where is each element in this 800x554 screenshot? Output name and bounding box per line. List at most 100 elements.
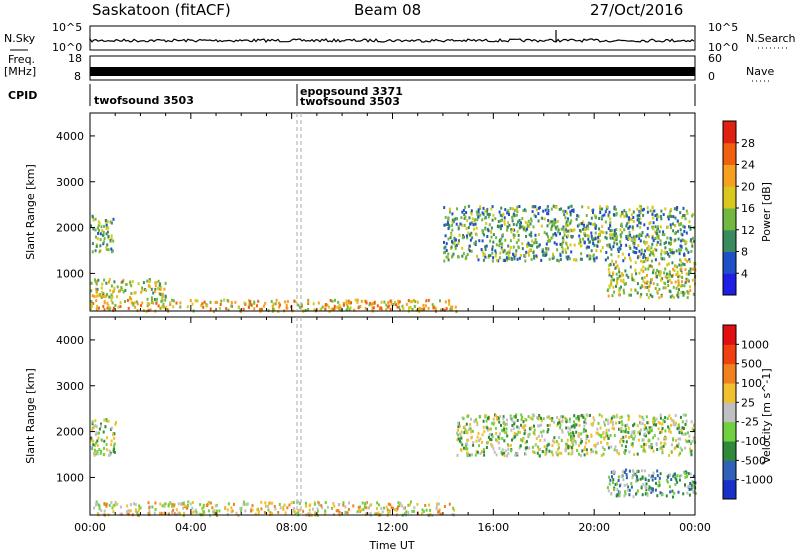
cell-r1 bbox=[161, 296, 164, 300]
cell-r3 bbox=[459, 222, 462, 226]
cell-r2 bbox=[546, 430, 549, 434]
cell-r2 bbox=[637, 438, 640, 442]
cell-r2 bbox=[478, 414, 481, 418]
cell-r0 bbox=[129, 503, 132, 507]
cell-r0 bbox=[136, 302, 139, 306]
cell-r4 bbox=[686, 290, 689, 293]
cell-r3 bbox=[470, 221, 473, 225]
xtick-label-2: 08:00 bbox=[276, 521, 308, 534]
cell-r1 bbox=[163, 287, 166, 291]
cell-r2 bbox=[628, 450, 631, 454]
cell-r3 bbox=[455, 222, 458, 226]
cell-r3 bbox=[644, 235, 647, 239]
cell-r0 bbox=[250, 509, 252, 513]
cell-r0 bbox=[260, 507, 263, 511]
cell-r3 bbox=[625, 468, 628, 472]
cell-r0 bbox=[162, 302, 165, 306]
cell-r4 bbox=[657, 272, 660, 276]
cell-r1 bbox=[95, 287, 98, 291]
cell-r3 bbox=[528, 253, 530, 257]
cell-r3 bbox=[520, 254, 523, 257]
ytick-label-3: 4000 bbox=[56, 334, 84, 347]
cell-r2 bbox=[618, 421, 621, 425]
cell-r3 bbox=[621, 224, 624, 228]
cell-r0 bbox=[332, 307, 335, 311]
cell-r3 bbox=[669, 473, 671, 477]
cell-r2 bbox=[467, 428, 470, 431]
cell-r3 bbox=[688, 225, 690, 229]
xtick-label-6: 00:00 bbox=[679, 521, 711, 534]
cell-r0 bbox=[209, 307, 212, 311]
cell-r4 bbox=[640, 268, 643, 272]
cell-r2 bbox=[519, 430, 521, 434]
cell-r2 bbox=[549, 423, 551, 427]
cell-r0 bbox=[383, 300, 386, 304]
cell-r4 bbox=[642, 269, 645, 273]
cell-r2 bbox=[532, 431, 535, 435]
cell-r2 bbox=[680, 429, 683, 433]
cell-r0 bbox=[411, 300, 414, 304]
cell-r2 bbox=[542, 417, 545, 421]
cell-r4 bbox=[610, 279, 613, 283]
cell-r3 bbox=[599, 211, 602, 214]
cell-r3 bbox=[529, 217, 532, 221]
cell-r3 bbox=[489, 229, 492, 233]
cell-r3 bbox=[453, 236, 456, 240]
cell-r2 bbox=[684, 439, 687, 443]
cell-r2 bbox=[624, 424, 627, 428]
cell-r1 bbox=[122, 290, 125, 294]
cell-r2 bbox=[650, 429, 653, 433]
cell-r3 bbox=[613, 213, 616, 217]
cell-r3 bbox=[625, 243, 628, 247]
cell-r4 bbox=[618, 270, 621, 274]
cell-r2 bbox=[661, 451, 664, 455]
cell-r1 bbox=[96, 450, 99, 454]
cell-r3 bbox=[651, 236, 654, 240]
cell-r3 bbox=[570, 250, 573, 254]
cell-r3 bbox=[443, 223, 446, 227]
cell-r2 bbox=[610, 416, 613, 420]
cell-r2 bbox=[606, 442, 609, 446]
cell-r3 bbox=[569, 221, 572, 225]
cell-r2 bbox=[651, 446, 654, 450]
cell-r0 bbox=[389, 307, 392, 311]
cell-r2 bbox=[572, 432, 575, 436]
cell-r3 bbox=[645, 241, 648, 244]
cell-r3 bbox=[507, 254, 510, 258]
cell-r2 bbox=[639, 421, 642, 425]
cell-r0 bbox=[385, 505, 388, 509]
cell-r2 bbox=[636, 424, 639, 428]
cell-r3 bbox=[512, 252, 515, 256]
cell-r3 bbox=[650, 259, 653, 263]
cell-r0 bbox=[339, 306, 342, 310]
cell-r0 bbox=[215, 512, 218, 516]
cell-r3 bbox=[627, 220, 630, 224]
cell-r0 bbox=[172, 305, 175, 309]
cell-r3 bbox=[655, 248, 658, 252]
cell-r2 bbox=[643, 442, 646, 446]
cell-r0 bbox=[97, 306, 100, 310]
cell-r3 bbox=[522, 227, 525, 231]
cell-r2 bbox=[102, 230, 105, 234]
cell-r3 bbox=[619, 233, 622, 237]
cell-r3 bbox=[547, 219, 550, 222]
cell-r2 bbox=[642, 438, 645, 442]
nsky-left-tick-bottom: 10^0 bbox=[52, 41, 82, 54]
cell-r2 bbox=[94, 217, 97, 221]
cell-r3 bbox=[451, 218, 454, 222]
cell-r3 bbox=[465, 211, 468, 214]
cell-r0 bbox=[401, 504, 404, 508]
cell-r2 bbox=[677, 424, 680, 428]
cell-r4 bbox=[607, 294, 610, 298]
cell-r2 bbox=[540, 430, 543, 434]
cell-r2 bbox=[657, 427, 660, 431]
cell-r3 bbox=[458, 233, 461, 237]
cell-r1 bbox=[95, 441, 98, 445]
cell-r3 bbox=[669, 250, 672, 254]
cell-r3 bbox=[680, 474, 683, 478]
cell-r1 bbox=[103, 278, 106, 282]
cell-r2 bbox=[465, 442, 468, 446]
cell-r3 bbox=[569, 210, 572, 214]
cell-r2 bbox=[463, 425, 466, 429]
cell-r2 bbox=[612, 414, 615, 418]
